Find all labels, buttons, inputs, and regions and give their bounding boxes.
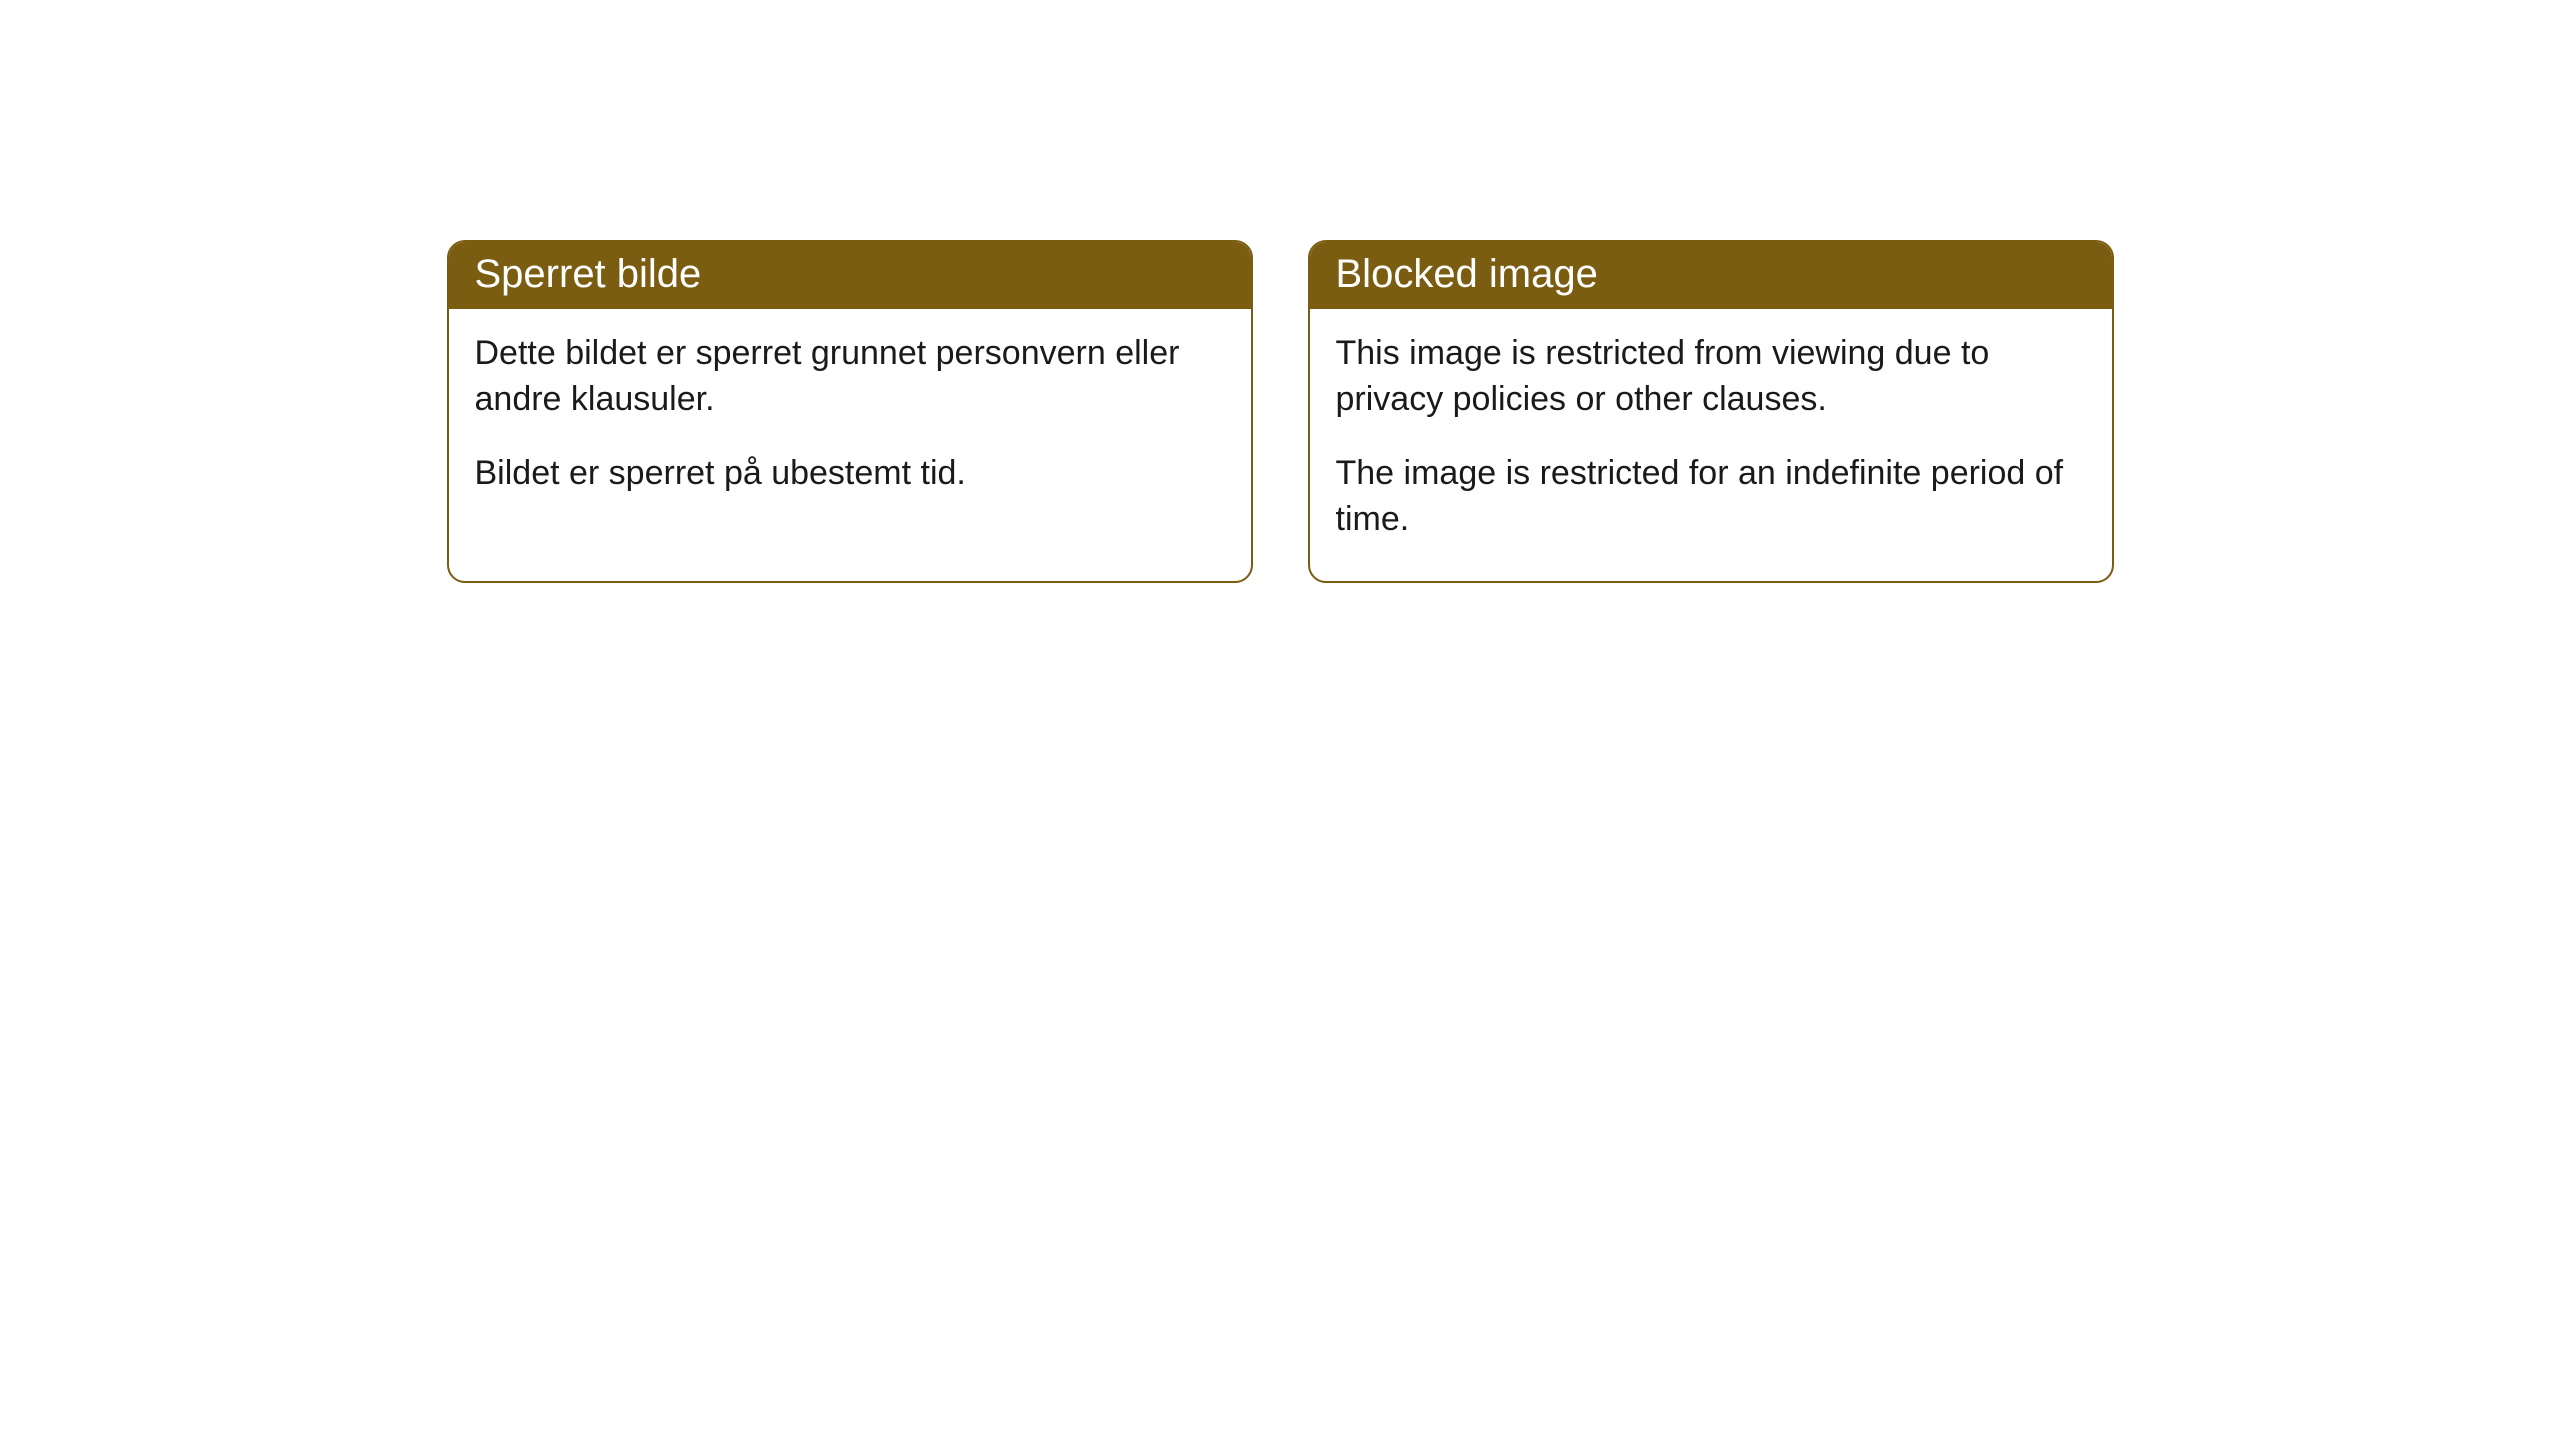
card-paragraph: Dette bildet er sperret grunnet personve… — [475, 331, 1225, 423]
card-paragraph: The image is restricted for an indefinit… — [1336, 451, 2086, 543]
card-header: Sperret bilde — [449, 242, 1251, 309]
card-paragraph: Bildet er sperret på ubestemt tid. — [475, 451, 1225, 497]
card-title: Sperret bilde — [475, 252, 702, 296]
notice-card-norwegian: Sperret bilde Dette bildet er sperret gr… — [447, 240, 1253, 583]
card-body: Dette bildet er sperret grunnet personve… — [449, 309, 1251, 535]
card-body: This image is restricted from viewing du… — [1310, 309, 2112, 581]
card-title: Blocked image — [1336, 252, 1598, 296]
card-header: Blocked image — [1310, 242, 2112, 309]
notice-card-english: Blocked image This image is restricted f… — [1308, 240, 2114, 583]
notice-container: Sperret bilde Dette bildet er sperret gr… — [0, 240, 2560, 583]
card-paragraph: This image is restricted from viewing du… — [1336, 331, 2086, 423]
